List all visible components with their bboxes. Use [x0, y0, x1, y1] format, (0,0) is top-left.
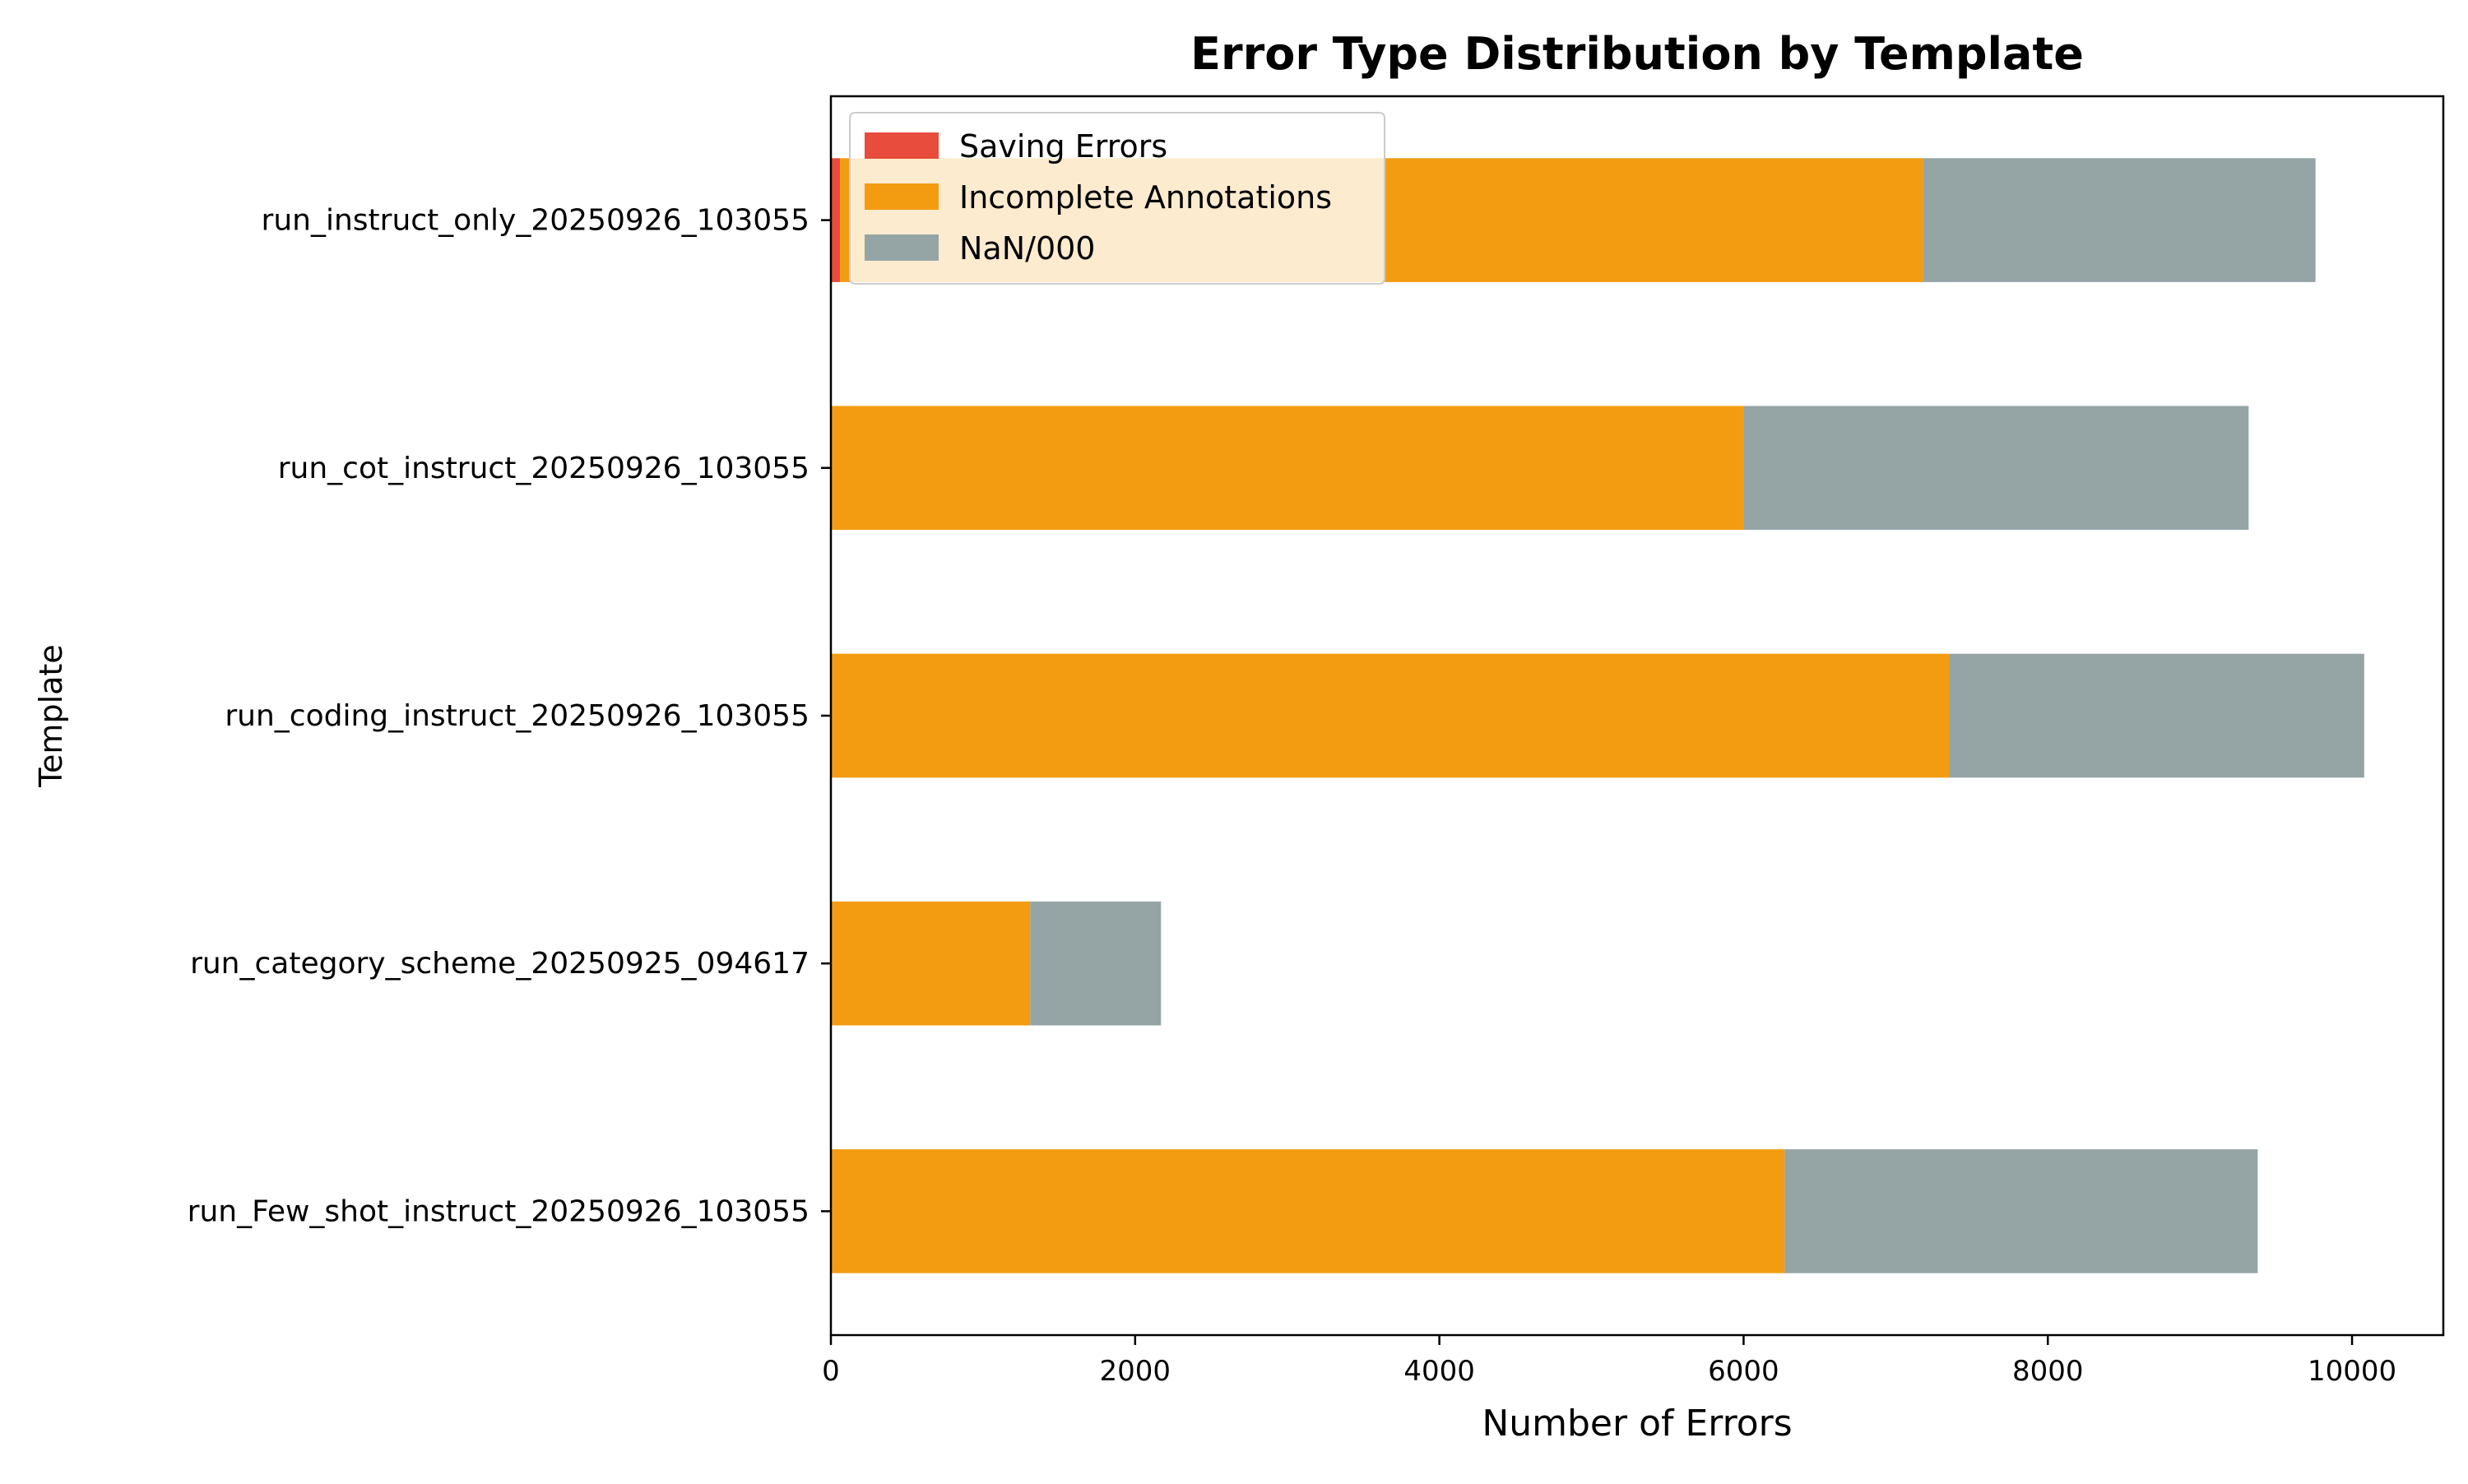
y-axis: run_instruct_only_20250926_103055 run_cot… [188, 204, 831, 1228]
x-axis: 0 2000 4000 6000 8000 10000 [822, 1335, 2396, 1388]
legend-swatch [865, 183, 939, 210]
legend-label: Incomplete Annotations [959, 179, 1332, 216]
y-axis-label: Template [33, 644, 69, 787]
bars-layer [831, 158, 2364, 1273]
bar-1-2 [831, 653, 1950, 778]
bar-2-3 [1030, 901, 1162, 1026]
bar-2-4 [1784, 1149, 2258, 1273]
y-tick-label: run_category_scheme_20250925_094617 [190, 947, 810, 981]
x-tick-label: 4000 [1403, 1355, 1475, 1388]
legend-label: NaN/000 [959, 230, 1095, 267]
chart-title: Error Type Distribution by Template [1190, 28, 2084, 80]
bar-0-0 [831, 158, 841, 282]
bar-2-0 [1923, 158, 2316, 282]
legend-box [849, 112, 1385, 285]
legend: Saving Errors Incomplete Annotations NaN/0… [849, 112, 1385, 285]
legend-swatch [865, 132, 939, 159]
y-tick-label: run_cot_instruct_20250926_103055 [278, 452, 810, 485]
bar-1-4 [831, 1149, 1785, 1273]
bar-1-1 [831, 406, 1744, 531]
x-tick-label: 2000 [1100, 1355, 1171, 1388]
x-axis-label: Number of Errors [1482, 1403, 1792, 1445]
legend-swatch [865, 234, 939, 261]
y-tick-label: run_coding_instruct_20250926_103055 [225, 699, 810, 733]
bar-1-3 [831, 901, 1031, 1026]
bar-2-1 [1743, 406, 2249, 531]
x-tick-label: 8000 [2012, 1355, 2084, 1388]
y-tick-label: run_instruct_only_20250926_103055 [262, 204, 810, 238]
y-tick-label: run_Few_shot_instruct_20250926_103055 [188, 1194, 810, 1228]
x-tick-label: 10000 [2308, 1355, 2396, 1388]
bar-2-2 [1949, 653, 2364, 778]
x-tick-label: 0 [822, 1355, 840, 1388]
x-tick-label: 6000 [1708, 1355, 1779, 1388]
legend-label: Saving Errors [959, 128, 1167, 165]
